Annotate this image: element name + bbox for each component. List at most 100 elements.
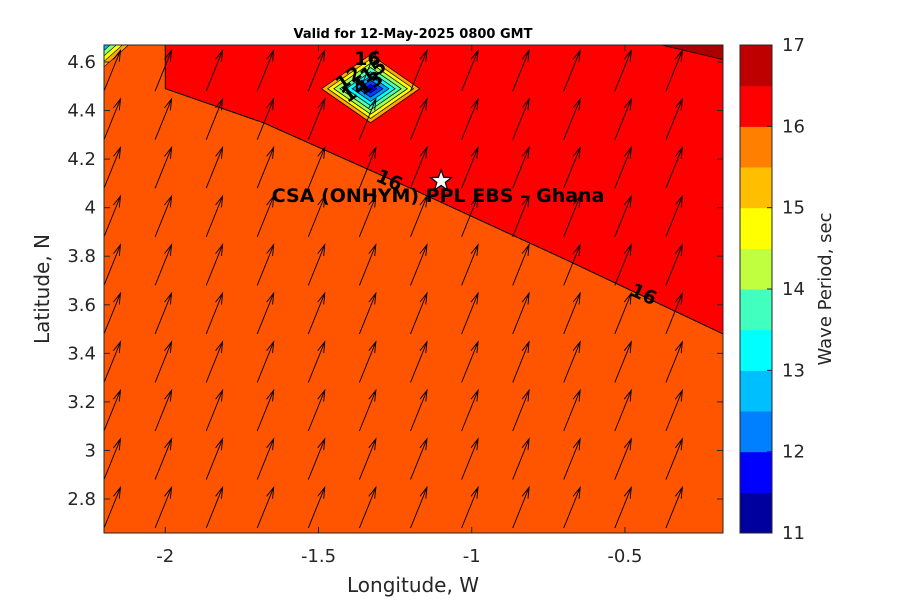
direction-arrow (205, 485, 224, 529)
colorbar-tick-label: 12 (782, 442, 805, 463)
direction-arrow (665, 145, 684, 189)
y-tick-label: 4 (85, 198, 96, 219)
chart-title: Valid for 12-May-2025 0800 GMT (294, 27, 533, 42)
direction-arrow (205, 388, 224, 432)
direction-arrow (563, 437, 581, 480)
direction-vectors (104, 48, 684, 529)
direction-arrow (256, 97, 275, 140)
direction-arrow (104, 48, 122, 92)
direction-arrow (154, 48, 173, 92)
direction-arrow (205, 97, 224, 140)
direction-arrow (410, 243, 428, 286)
colorbar-tick-label: 17 (782, 35, 805, 56)
direction-arrow (665, 194, 684, 237)
colorbar-label: Wave Period, sec (815, 212, 836, 365)
colorbar-band (740, 370, 772, 412)
colorbar-band (740, 167, 772, 209)
colorbar-band (740, 207, 772, 249)
direction-arrow (205, 48, 224, 92)
direction-arrow (665, 485, 684, 529)
direction-arrow (358, 485, 377, 529)
direction-arrow (410, 291, 428, 335)
local-minimum-contours (320, 54, 421, 124)
colorbar-tick-label: 14 (782, 279, 805, 300)
direction-arrow (512, 437, 530, 480)
plot-frame (103, 44, 724, 534)
direction-arrow (461, 291, 479, 335)
station-star-icon (428, 168, 454, 192)
direction-arrow (154, 437, 173, 480)
direction-arrow (512, 291, 530, 335)
direction-arrow (614, 97, 632, 140)
y-tick-label: 4.6 (67, 52, 96, 73)
direction-arrow (358, 437, 377, 480)
x-tick-label: -1 (463, 546, 481, 567)
direction-arrow (461, 194, 479, 237)
colorbar-band (740, 85, 772, 127)
direction-arrow (205, 437, 224, 480)
x-axis-ticks: -2 -1.5 -1 -0.5 (156, 45, 643, 567)
direction-arrow (104, 145, 122, 189)
plot-area (104, 45, 723, 533)
direction-arrow (104, 388, 122, 432)
period-regions (104, 45, 723, 533)
y-tick-label: 3.2 (67, 392, 96, 413)
direction-arrow (256, 243, 275, 286)
direction-arrow (256, 388, 275, 432)
direction-arrow (461, 48, 479, 92)
direction-arrow (512, 340, 530, 383)
direction-arrow (461, 485, 479, 529)
direction-arrow (665, 291, 684, 335)
direction-arrow (410, 340, 428, 383)
direction-arrow (154, 145, 173, 189)
colorbar-band (740, 451, 772, 493)
direction-arrow (358, 145, 377, 189)
colorbar-band (740, 411, 772, 453)
direction-arrow (205, 243, 224, 286)
direction-arrow (256, 485, 275, 529)
colorbar-tick-label: 16 (782, 116, 805, 137)
direction-arrow (154, 243, 173, 286)
direction-arrow (307, 437, 326, 480)
x-tick-label: -2 (156, 546, 174, 567)
direction-arrow (104, 97, 122, 140)
region-corner-top-left-band (104, 45, 111, 51)
direction-arrow (614, 243, 632, 286)
direction-arrow (205, 194, 224, 237)
direction-arrow (104, 194, 122, 237)
region-corner-top-right (661, 45, 723, 61)
local-minimum-band (363, 84, 378, 94)
direction-arrow (307, 485, 326, 529)
direction-arrow (614, 145, 632, 189)
direction-arrow (563, 243, 581, 286)
direction-arrow (563, 388, 581, 432)
direction-arrow (461, 388, 479, 432)
y-tick-label: 3.6 (67, 295, 96, 316)
direction-arrow (104, 340, 122, 383)
direction-arrow (563, 485, 581, 529)
direction-arrow (256, 291, 275, 335)
colorbar-band (740, 248, 772, 290)
direction-arrow (512, 194, 530, 237)
y-tick-label: 3.8 (67, 246, 96, 267)
direction-arrow (358, 243, 377, 286)
direction-arrow (563, 145, 581, 189)
y-tick-label: 3.4 (67, 343, 96, 364)
direction-arrow (205, 291, 224, 335)
direction-arrow (614, 291, 632, 335)
direction-arrow (154, 194, 173, 237)
contour-16-line (164, 45, 723, 335)
direction-arrow (512, 97, 530, 140)
colorbar-tick-label: 11 (782, 523, 805, 544)
colorbar-band (740, 45, 772, 87)
direction-arrow (665, 388, 684, 432)
colorbar-tick-label: 15 (782, 198, 805, 219)
direction-arrow (410, 485, 428, 529)
direction-arrow (410, 48, 428, 92)
direction-arrow (512, 48, 530, 92)
region-upper (165, 45, 723, 334)
x-tick-label: -1.5 (301, 546, 336, 567)
x-axis-label: Longitude, W (347, 573, 479, 597)
